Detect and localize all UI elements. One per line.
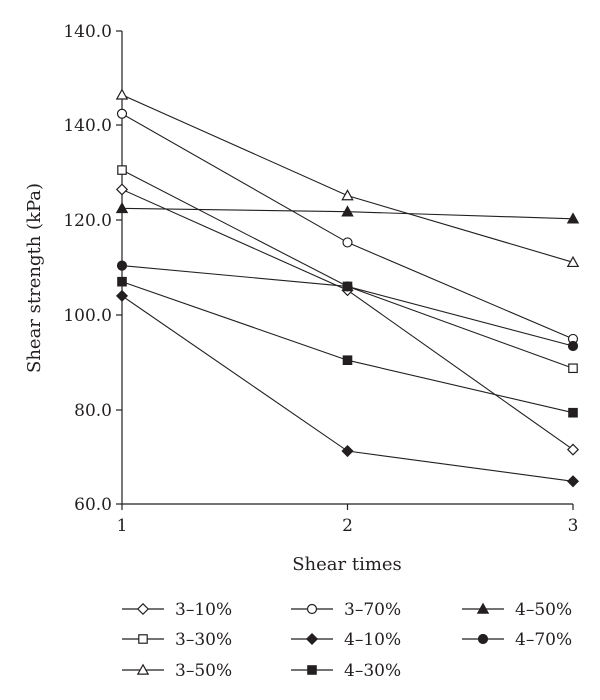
series-4 — [116, 108, 579, 345]
data-point — [117, 165, 127, 175]
legend-label: 4–10% — [344, 630, 401, 650]
data-point — [341, 205, 354, 217]
data-point — [116, 108, 128, 119]
legend-item: 4–70% — [462, 630, 572, 650]
x-tick-label: 2 — [342, 516, 353, 536]
series-line — [121, 94, 574, 263]
legend: 3–10% 3–30% 3–50% 3–70% 4–10% 4–30% 4–50% 4–70% — [122, 600, 572, 681]
series-1 — [115, 183, 580, 456]
x-tick-label: 3 — [568, 516, 579, 536]
data-point — [342, 281, 353, 292]
legend-marker — [138, 634, 148, 644]
series-6 — [117, 276, 578, 418]
legend-item: 3–10% — [122, 600, 232, 620]
legend-label: 3–30% — [175, 630, 232, 650]
legend-label: 4–70% — [515, 630, 572, 650]
legend-marker — [136, 663, 150, 675]
series-layer — [115, 88, 580, 488]
data-point — [115, 201, 129, 214]
y-tick-label: 60.0 — [74, 495, 112, 515]
data-point — [566, 212, 580, 224]
legend-label: 3–70% — [344, 600, 401, 620]
series-line — [121, 188, 574, 451]
data-point — [115, 289, 129, 302]
data-point — [342, 237, 353, 248]
y-tick-label: 120.0 — [63, 211, 112, 231]
legend-label: 3–50% — [175, 661, 232, 681]
data-point — [566, 443, 580, 456]
legend-marker — [476, 602, 490, 614]
y-tick-label: 140.0 — [63, 22, 112, 42]
legend-item: 3–50% — [122, 661, 232, 681]
legend-label: 3–10% — [175, 600, 232, 620]
legend-item: 3–70% — [291, 600, 401, 620]
series-8 — [116, 260, 579, 352]
data-point — [568, 363, 578, 374]
y-tick-label: 100.0 — [63, 306, 112, 326]
data-point — [341, 444, 354, 458]
series-line — [121, 281, 574, 414]
x-axis-title: Shear times — [292, 554, 402, 575]
y-tick-label: 140.0 — [63, 116, 112, 136]
series-7 — [115, 201, 580, 224]
y-tick-label: 80.0 — [74, 401, 112, 421]
legend-item: 4–10% — [291, 630, 401, 650]
legend-marker — [306, 603, 318, 615]
data-point — [115, 183, 129, 196]
legend-label: 4–50% — [515, 600, 572, 620]
data-point — [567, 340, 579, 352]
series-3 — [115, 88, 580, 268]
axes: 60.0 80.0 100.0 120.0 140.0 140.0 1 2 3 — [63, 22, 578, 536]
data-point — [568, 407, 578, 418]
legend-label: 4–30% — [344, 661, 401, 681]
legend-marker — [136, 602, 150, 616]
data-point — [566, 475, 580, 488]
legend-item: 3–30% — [122, 630, 232, 650]
data-point — [117, 276, 127, 287]
x-tick-label: 1 — [117, 516, 128, 536]
y-axis-title: Shear strength (kPa) — [24, 183, 45, 373]
legend-item: 4–30% — [291, 661, 401, 681]
data-point — [116, 260, 128, 271]
legend-marker — [307, 665, 317, 675]
data-point — [341, 189, 354, 201]
data-point — [566, 255, 580, 268]
legend-marker — [477, 633, 489, 645]
legend-marker — [305, 632, 319, 646]
series-5 — [115, 289, 580, 488]
data-point — [342, 355, 353, 366]
data-point — [115, 88, 129, 100]
legend-item: 4–50% — [462, 600, 572, 620]
